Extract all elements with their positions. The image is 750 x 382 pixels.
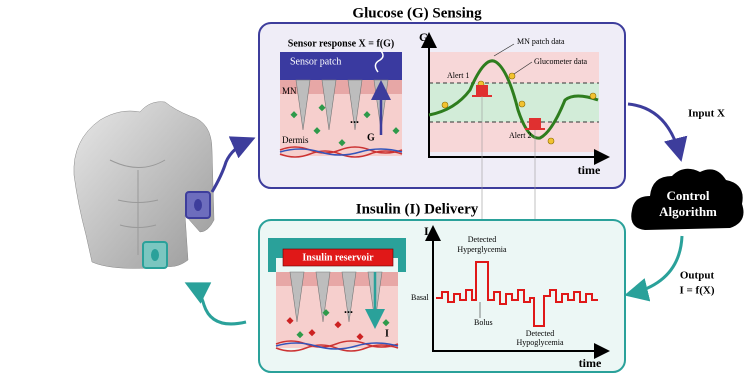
vessels-blue xyxy=(279,148,403,156)
controller-label: Algorithm xyxy=(659,204,717,219)
insulin-signal xyxy=(436,261,598,327)
analyte-label: G xyxy=(367,132,375,143)
output-formula: I = f(X) xyxy=(680,285,715,297)
vessels xyxy=(275,340,399,352)
input-arrow xyxy=(627,102,688,162)
patch-label: Sensor patch xyxy=(290,56,341,67)
sensor-patch xyxy=(280,52,402,80)
pointer xyxy=(513,61,533,75)
mn-label: MN xyxy=(282,86,297,96)
delivery-dot xyxy=(151,249,159,261)
signal-squiggle xyxy=(374,49,384,73)
torso-detail xyxy=(109,159,166,255)
glucometer-label: Glucometer data xyxy=(534,57,588,66)
vessels xyxy=(279,146,403,158)
molecules xyxy=(290,104,400,147)
vessels-blue xyxy=(275,342,399,350)
insulin-reservoir xyxy=(282,248,394,267)
event-label: Detected xyxy=(526,329,554,338)
pointer xyxy=(493,43,515,57)
event-label: Hypoglycemia xyxy=(516,338,564,347)
arrow-from-delivery xyxy=(184,282,247,326)
reservoir-label: Insulin reservoir xyxy=(302,252,374,263)
output-arrow xyxy=(624,235,684,302)
target-zone xyxy=(429,83,599,122)
x-axis-label: time xyxy=(578,163,601,177)
alert-label: Alert 1 xyxy=(447,71,469,80)
patch-data-label: MN patch data xyxy=(517,37,565,46)
controller-label: Control xyxy=(666,188,709,203)
ellipsis: ... xyxy=(350,112,359,126)
epidermis xyxy=(276,272,398,286)
arrow-to-sensing xyxy=(210,136,256,193)
glucose-curve xyxy=(428,59,599,140)
patch-caption: Sensor response X = f(G) xyxy=(288,38,394,49)
sensor-dot xyxy=(194,199,202,211)
controller-cloud xyxy=(631,168,744,230)
event-label: Hyperglycemia xyxy=(457,245,507,254)
basal-label: Basal xyxy=(411,293,430,302)
ellipsis: ... xyxy=(344,302,353,316)
output-label: Output xyxy=(680,270,715,282)
input-label: Input X xyxy=(688,108,725,120)
alert-icon xyxy=(525,118,545,130)
section-title: Insulin (I) Delivery xyxy=(356,201,479,217)
event-label: Detected xyxy=(468,235,496,244)
molecules xyxy=(296,309,390,339)
analyte-label: I xyxy=(385,328,389,339)
molecules xyxy=(286,317,364,341)
y-axis-label: I xyxy=(424,224,429,238)
torso xyxy=(73,101,215,269)
x-axis-label: time xyxy=(579,356,602,370)
dermis-label: Dermis xyxy=(282,135,309,145)
alert-label: Alert 2 xyxy=(509,131,531,140)
section-title: Glucose (G) Sensing xyxy=(352,5,482,21)
y-axis-label: G xyxy=(419,30,428,44)
bolus-label: Bolus xyxy=(474,318,493,327)
